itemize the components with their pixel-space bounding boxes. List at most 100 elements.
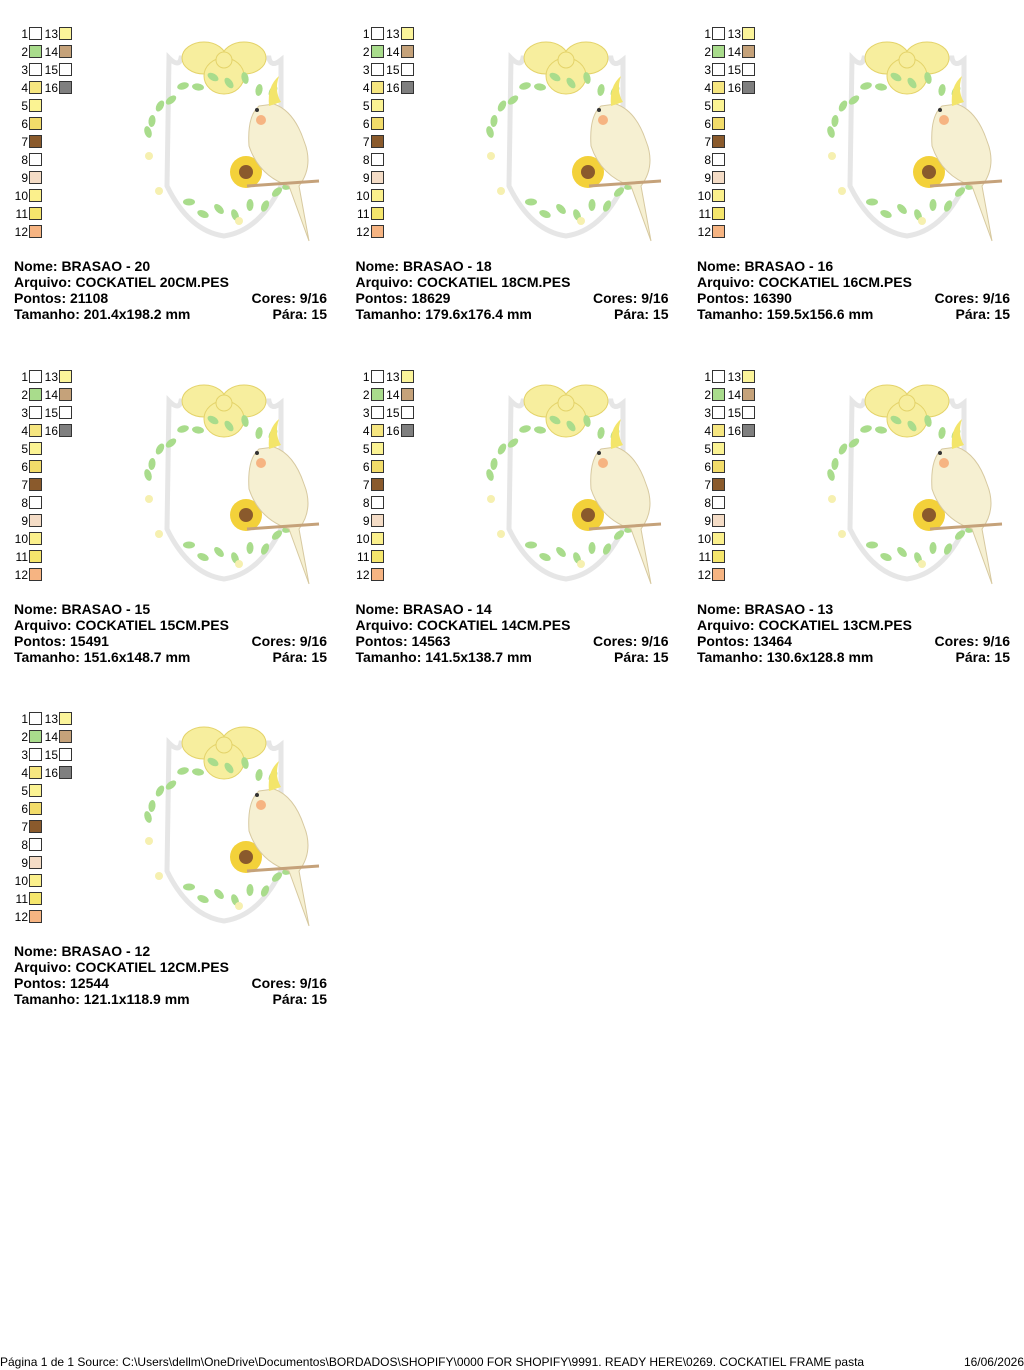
color-swatch bbox=[370, 549, 384, 563]
info-right: Pára: 15 bbox=[955, 306, 1010, 322]
color-swatch bbox=[29, 910, 42, 923]
design-card: 1 2 3 4 5 6 7 8 9 10 11 12 13 14 15 16 Nome: BRASAO - 1… bbox=[356, 27, 676, 358]
color-number: 11 bbox=[698, 207, 711, 221]
color-number: 14 bbox=[44, 387, 58, 402]
color-swatch bbox=[712, 477, 725, 491]
color-number: 8 bbox=[704, 495, 711, 510]
color-swatch bbox=[712, 549, 725, 563]
color-number: 4 bbox=[21, 81, 28, 95]
color-swatch bbox=[742, 405, 755, 419]
color-swatch bbox=[29, 189, 42, 202]
info-line: Tamanho: 151.6x148.7 mm Pára: 15 bbox=[14, 648, 327, 665]
color-swatch bbox=[712, 513, 725, 527]
color-number: 1 bbox=[21, 27, 28, 41]
color-number: 3 bbox=[362, 405, 370, 420]
color-number: 11 bbox=[15, 207, 28, 221]
color-number: 5 bbox=[21, 441, 28, 456]
color-swatch bbox=[400, 27, 414, 40]
color-number: 12 bbox=[14, 910, 28, 924]
color-swatch bbox=[400, 423, 414, 437]
color-swatch bbox=[370, 477, 384, 491]
info-line: Nome: BRASAO - 12 bbox=[14, 943, 151, 959]
info-line: Nome: BRASAO - 20 bbox=[14, 258, 151, 274]
color-swatch bbox=[59, 63, 72, 76]
color-swatch bbox=[712, 531, 725, 545]
color-number: 10 bbox=[356, 531, 370, 546]
color-swatch bbox=[712, 369, 725, 383]
info-line: Arquivo: COCKATIEL 12CM.PES bbox=[14, 959, 229, 975]
color-swatch bbox=[712, 153, 725, 166]
color-number: 5 bbox=[362, 441, 370, 456]
color-swatch bbox=[29, 802, 42, 815]
color-number: 7 bbox=[362, 477, 370, 492]
info-line: Pontos: 14563 Cores: 9/16 bbox=[355, 632, 669, 649]
color-number: 11 bbox=[15, 549, 28, 564]
info-right: Cores: 9/16 bbox=[934, 290, 1010, 306]
color-swatch bbox=[29, 531, 42, 545]
color-number: 2 bbox=[362, 45, 370, 59]
color-swatch bbox=[742, 45, 755, 58]
color-number: 2 bbox=[21, 45, 28, 59]
color-swatch bbox=[712, 171, 725, 184]
color-swatch bbox=[370, 27, 384, 40]
color-number: 15 bbox=[386, 405, 400, 420]
color-number: 10 bbox=[697, 531, 711, 546]
color-swatch bbox=[29, 369, 42, 383]
design-card: 1 2 3 4 5 6 7 8 9 10 11 12 13 14 15 16 Nome: BRASAO - 1… bbox=[14, 369, 334, 701]
design-card: 1 2 3 4 5 6 7 8 9 10 11 12 13 14 15 16 Nome: BRASAO - 1… bbox=[355, 369, 676, 701]
color-swatch bbox=[370, 441, 384, 455]
color-swatch bbox=[29, 117, 42, 130]
color-swatch bbox=[370, 495, 384, 509]
color-number: 8 bbox=[362, 495, 370, 510]
info-line: Tamanho: 141.5x138.7 mm Pára: 15 bbox=[355, 648, 669, 665]
color-number: 4 bbox=[704, 81, 711, 95]
color-number: 10 bbox=[356, 189, 370, 203]
info-line: Arquivo: COCKATIEL 20CM.PES bbox=[14, 274, 229, 290]
info-right: Pára: 15 bbox=[272, 648, 327, 665]
color-number: 15 bbox=[727, 63, 741, 77]
color-number: 6 bbox=[21, 117, 28, 131]
color-swatch bbox=[29, 730, 42, 743]
color-number: 12 bbox=[356, 567, 370, 582]
footer: Página 1 de 1 Source: C:\Users\dellm\One… bbox=[0, 1355, 1024, 1369]
info-right: Cores: 9/16 bbox=[251, 290, 327, 306]
info-line: Tamanho: 121.1x118.9 mm Pára: 15 bbox=[14, 991, 327, 1007]
color-number: 13 bbox=[44, 712, 58, 726]
color-swatch bbox=[29, 459, 42, 473]
color-swatch bbox=[712, 45, 725, 58]
color-number: 7 bbox=[704, 477, 711, 492]
color-swatch bbox=[370, 153, 384, 166]
color-number: 11 bbox=[15, 892, 28, 906]
color-swatch bbox=[370, 369, 384, 383]
color-swatch bbox=[59, 405, 72, 419]
design-card: 1 2 3 4 5 6 7 8 9 10 11 12 13 14 15 16 Nome: BRASAO - 1… bbox=[14, 712, 334, 1043]
info-right: Cores: 9/16 bbox=[251, 975, 327, 991]
color-swatch bbox=[370, 225, 384, 238]
color-number: 7 bbox=[21, 820, 28, 834]
color-swatch bbox=[29, 81, 42, 94]
color-swatch bbox=[712, 459, 725, 473]
color-swatch bbox=[29, 405, 42, 419]
color-number: 12 bbox=[14, 225, 28, 239]
color-number: 10 bbox=[14, 531, 28, 546]
color-swatch bbox=[59, 45, 72, 58]
info-line: Pontos: 21108 Cores: 9/16 bbox=[14, 290, 327, 306]
color-swatch bbox=[712, 225, 725, 238]
color-number: 3 bbox=[704, 405, 711, 420]
color-swatch bbox=[29, 387, 42, 401]
color-swatch bbox=[59, 423, 72, 437]
color-swatch bbox=[59, 766, 72, 779]
color-swatch bbox=[29, 838, 42, 851]
info-right: Pára: 15 bbox=[272, 991, 327, 1007]
color-number: 15 bbox=[44, 63, 58, 77]
color-number: 4 bbox=[21, 766, 28, 780]
color-number: 8 bbox=[21, 153, 28, 167]
color-number: 6 bbox=[704, 459, 711, 474]
color-swatch bbox=[59, 748, 72, 761]
color-swatch bbox=[29, 874, 42, 887]
color-number: 3 bbox=[362, 63, 370, 77]
color-number: 11 bbox=[357, 207, 370, 221]
color-number: 4 bbox=[704, 423, 711, 438]
color-swatch bbox=[712, 189, 725, 202]
color-swatch bbox=[712, 81, 725, 94]
